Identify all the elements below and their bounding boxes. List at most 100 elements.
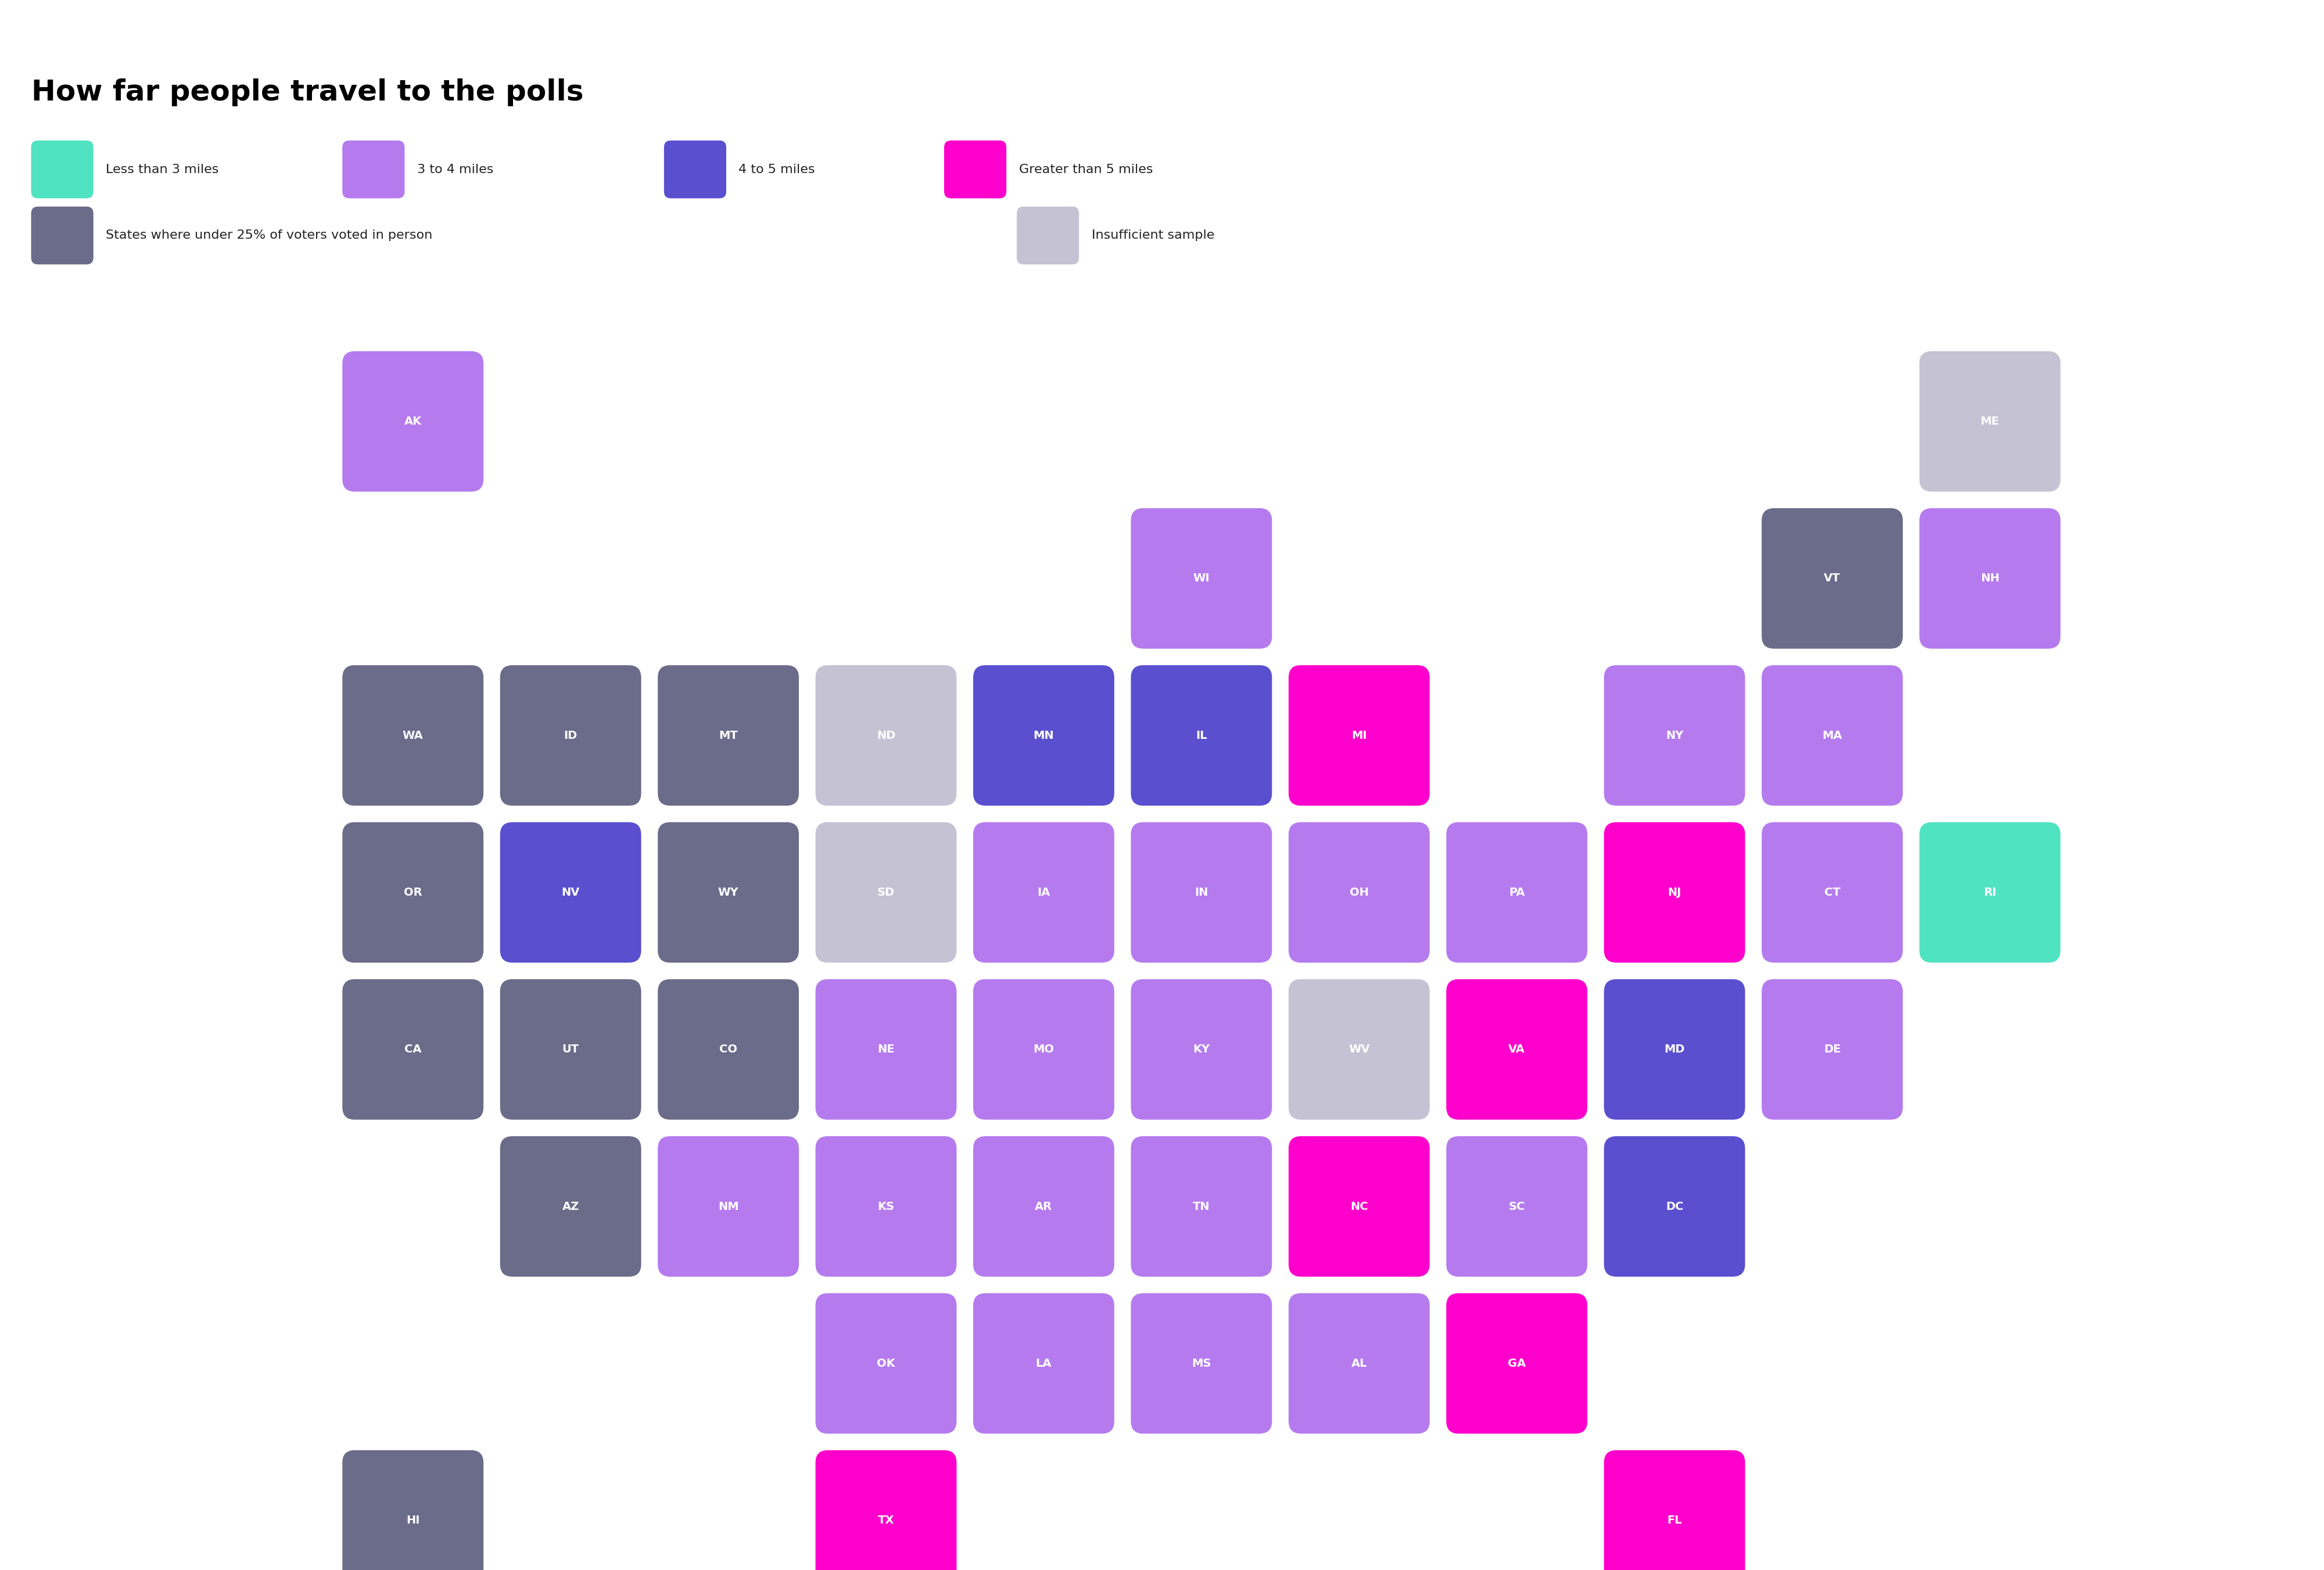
FancyBboxPatch shape: [974, 980, 1113, 1119]
Text: NM: NM: [718, 1201, 739, 1212]
FancyBboxPatch shape: [342, 980, 483, 1119]
FancyBboxPatch shape: [1132, 666, 1271, 805]
FancyBboxPatch shape: [944, 140, 1006, 198]
FancyBboxPatch shape: [1604, 1137, 1745, 1276]
Text: LA: LA: [1037, 1358, 1053, 1369]
Text: IA: IA: [1037, 887, 1050, 898]
Text: PA: PA: [1508, 887, 1525, 898]
Text: ID: ID: [565, 730, 576, 741]
Text: OR: OR: [404, 887, 423, 898]
FancyBboxPatch shape: [658, 980, 799, 1119]
Text: NY: NY: [1666, 730, 1683, 741]
Text: WA: WA: [402, 730, 423, 741]
Text: AL: AL: [1350, 1358, 1367, 1369]
FancyBboxPatch shape: [816, 1451, 957, 1570]
FancyBboxPatch shape: [658, 666, 799, 805]
Text: NH: NH: [1980, 573, 1999, 584]
FancyBboxPatch shape: [1920, 509, 2061, 648]
FancyBboxPatch shape: [665, 140, 725, 198]
Text: MT: MT: [718, 730, 737, 741]
Text: Insufficient sample: Insufficient sample: [1092, 229, 1213, 242]
Text: Less than 3 miles: Less than 3 miles: [107, 163, 218, 176]
FancyBboxPatch shape: [1132, 1137, 1271, 1276]
Text: HI: HI: [407, 1515, 421, 1526]
Text: NJ: NJ: [1669, 887, 1680, 898]
Text: CT: CT: [1824, 887, 1841, 898]
Text: TN: TN: [1192, 1201, 1211, 1212]
Text: WV: WV: [1348, 1044, 1369, 1055]
FancyBboxPatch shape: [342, 352, 483, 491]
Text: AR: AR: [1034, 1201, 1053, 1212]
FancyBboxPatch shape: [1762, 980, 1903, 1119]
FancyBboxPatch shape: [1920, 823, 2061, 962]
Text: OH: OH: [1350, 887, 1369, 898]
Text: TX: TX: [878, 1515, 895, 1526]
Text: MO: MO: [1034, 1044, 1055, 1055]
Text: SD: SD: [876, 887, 895, 898]
Text: ME: ME: [1980, 416, 1999, 427]
Text: SC: SC: [1508, 1201, 1525, 1212]
Text: WY: WY: [718, 887, 739, 898]
FancyBboxPatch shape: [1287, 823, 1429, 962]
FancyBboxPatch shape: [30, 140, 93, 198]
FancyBboxPatch shape: [974, 1294, 1113, 1433]
FancyBboxPatch shape: [1132, 1294, 1271, 1433]
Text: CA: CA: [404, 1044, 421, 1055]
Text: VT: VT: [1824, 573, 1841, 584]
Text: IL: IL: [1197, 730, 1206, 741]
Text: 4 to 5 miles: 4 to 5 miles: [739, 163, 816, 176]
FancyBboxPatch shape: [816, 980, 957, 1119]
FancyBboxPatch shape: [816, 823, 957, 962]
FancyBboxPatch shape: [1604, 1451, 1745, 1570]
Text: MS: MS: [1192, 1358, 1211, 1369]
FancyBboxPatch shape: [1287, 1137, 1429, 1276]
FancyBboxPatch shape: [1604, 980, 1745, 1119]
Text: DE: DE: [1824, 1044, 1841, 1055]
FancyBboxPatch shape: [816, 1294, 957, 1433]
FancyBboxPatch shape: [1446, 1137, 1587, 1276]
FancyBboxPatch shape: [1446, 1294, 1587, 1433]
FancyBboxPatch shape: [658, 823, 799, 962]
FancyBboxPatch shape: [658, 1137, 799, 1276]
FancyBboxPatch shape: [500, 823, 641, 962]
Text: How far people travel to the polls: How far people travel to the polls: [30, 78, 583, 107]
FancyBboxPatch shape: [1762, 666, 1903, 805]
Text: DC: DC: [1666, 1201, 1683, 1212]
FancyBboxPatch shape: [500, 666, 641, 805]
FancyBboxPatch shape: [1132, 823, 1271, 962]
Text: UT: UT: [562, 1044, 579, 1055]
FancyBboxPatch shape: [1762, 509, 1903, 648]
FancyBboxPatch shape: [1287, 980, 1429, 1119]
FancyBboxPatch shape: [816, 666, 957, 805]
Text: Greater than 5 miles: Greater than 5 miles: [1018, 163, 1153, 176]
FancyBboxPatch shape: [1132, 509, 1271, 648]
FancyBboxPatch shape: [30, 207, 93, 264]
FancyBboxPatch shape: [1287, 1294, 1429, 1433]
Text: AK: AK: [404, 416, 421, 427]
Text: OK: OK: [876, 1358, 895, 1369]
FancyBboxPatch shape: [816, 1137, 957, 1276]
FancyBboxPatch shape: [500, 980, 641, 1119]
Text: ND: ND: [876, 730, 895, 741]
Text: NC: NC: [1350, 1201, 1369, 1212]
FancyBboxPatch shape: [342, 666, 483, 805]
FancyBboxPatch shape: [1287, 666, 1429, 805]
Text: CO: CO: [720, 1044, 737, 1055]
Text: RI: RI: [1982, 887, 1996, 898]
Text: NV: NV: [562, 887, 579, 898]
Text: MN: MN: [1034, 730, 1055, 741]
Text: VA: VA: [1508, 1044, 1525, 1055]
FancyBboxPatch shape: [974, 1137, 1113, 1276]
FancyBboxPatch shape: [1446, 823, 1587, 962]
FancyBboxPatch shape: [342, 1451, 483, 1570]
Text: GA: GA: [1508, 1358, 1527, 1369]
Text: States where under 25% of voters voted in person: States where under 25% of voters voted i…: [107, 229, 432, 242]
Text: KS: KS: [878, 1201, 895, 1212]
Text: IN: IN: [1195, 887, 1208, 898]
Text: AZ: AZ: [562, 1201, 579, 1212]
Text: FL: FL: [1666, 1515, 1683, 1526]
Text: NE: NE: [878, 1044, 895, 1055]
Text: MI: MI: [1353, 730, 1367, 741]
FancyBboxPatch shape: [974, 823, 1113, 962]
FancyBboxPatch shape: [1604, 666, 1745, 805]
